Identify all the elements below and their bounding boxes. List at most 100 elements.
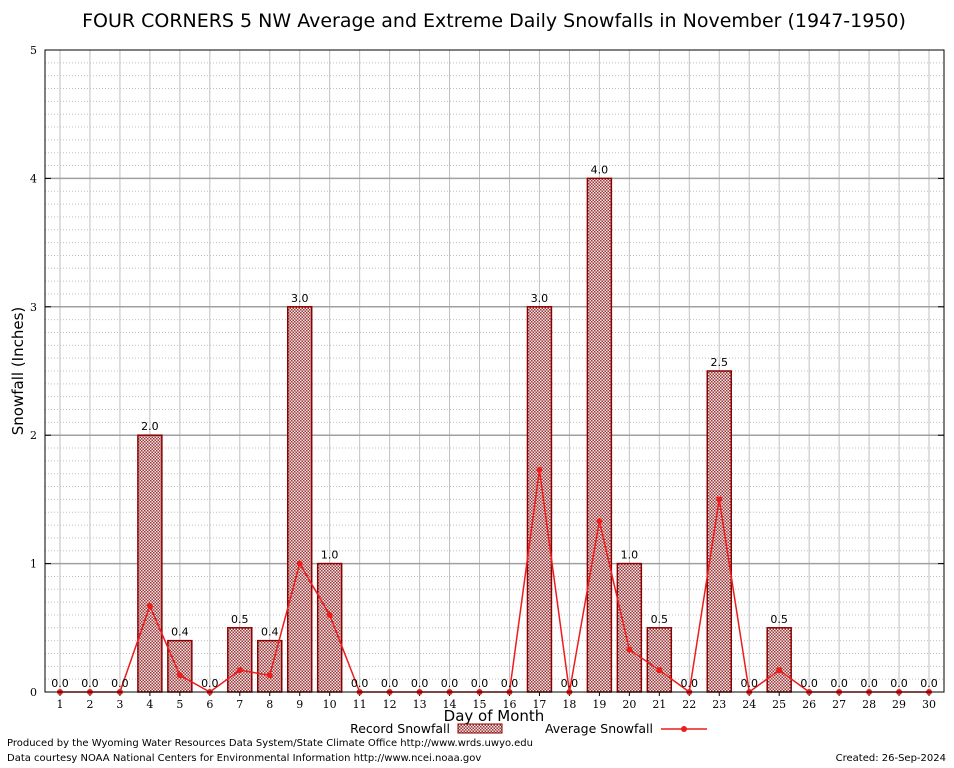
average-point <box>626 646 633 653</box>
bar-value-label: 0.5 <box>231 613 249 626</box>
x-tick-label: 15 <box>473 698 487 711</box>
x-tick-label: 3 <box>116 698 123 711</box>
bar-value-label: 0.0 <box>111 677 129 690</box>
y-axis-label: Snowfall (Inches) <box>9 307 27 435</box>
bar-value-label: 2.5 <box>711 356 729 369</box>
record-bar <box>257 639 283 693</box>
x-tick-label: 5 <box>176 698 183 711</box>
average-point <box>146 602 153 609</box>
x-tick-label: 18 <box>562 698 576 711</box>
legend-average-label: Average Snowfall <box>545 721 653 736</box>
x-tick-label: 23 <box>712 698 726 711</box>
x-tick-label: 7 <box>236 698 243 711</box>
bar-value-label: 0.0 <box>681 677 699 690</box>
grid <box>45 50 944 692</box>
record-bar <box>316 562 343 693</box>
x-tick-label: 30 <box>922 698 936 711</box>
bar-value-label: 0.0 <box>351 677 369 690</box>
y-tick-label: 3 <box>30 301 37 314</box>
x-tick-label: 19 <box>592 698 606 711</box>
average-point <box>656 667 663 674</box>
bar-value-label: 3.0 <box>291 292 309 305</box>
x-tick-label: 10 <box>323 698 337 711</box>
bar-value-label: 0.0 <box>860 677 878 690</box>
bar-value-label: 0.0 <box>471 677 489 690</box>
record-bar <box>766 627 792 693</box>
chart-title: FOUR CORNERS 5 NW Average and Extreme Da… <box>82 10 906 32</box>
x-tick-label: 28 <box>862 698 876 711</box>
average-point <box>536 466 543 473</box>
average-point <box>296 560 303 567</box>
x-tick-label: 14 <box>443 698 457 711</box>
footer-producer: Produced by the Wyoming Water Resources … <box>7 738 533 749</box>
record-bar <box>286 306 313 693</box>
average-point <box>236 667 243 674</box>
bar-value-label: 0.5 <box>770 613 788 626</box>
legend-record-swatch <box>457 723 503 734</box>
bar-value-label: 0.0 <box>830 677 848 690</box>
average-point <box>776 667 783 674</box>
x-tick-label: 25 <box>772 698 786 711</box>
bar-value-label: 0.4 <box>171 626 189 639</box>
record-bar <box>526 306 553 693</box>
x-tick-label: 9 <box>296 698 303 711</box>
x-tick-label: 2 <box>86 698 93 711</box>
bar-value-label: 2.0 <box>141 420 159 433</box>
record-bar <box>137 434 163 693</box>
bar-value-label: 0.4 <box>261 626 279 639</box>
footer-source: Data courtesy NOAA National Centers for … <box>7 753 482 764</box>
x-tick-label: 27 <box>832 698 846 711</box>
record-bar <box>646 627 673 693</box>
bar-value-labels: 0.0 0.0 0.0 2.0 0.4 0.0 0.5 0.4 3.0 1.0 0.0 0.0 0.0 0… <box>51 163 938 690</box>
x-tick-label: 8 <box>266 698 273 711</box>
record-bar <box>706 370 732 693</box>
record-bar <box>167 639 193 693</box>
record-bar <box>616 562 643 693</box>
legend: Record Snowfall Average Snowfall <box>350 721 707 736</box>
x-tick-label: 24 <box>742 698 756 711</box>
y-tick-label: 2 <box>30 429 37 442</box>
bar-value-label: 0.0 <box>81 677 99 690</box>
y-tick-label: 0 <box>30 686 37 699</box>
bar-value-label: 0.0 <box>411 677 429 690</box>
record-bar <box>586 177 613 693</box>
bar-value-label: 4.0 <box>591 163 609 176</box>
bar-value-label: 0.0 <box>381 677 399 690</box>
y-tick-label: 5 <box>30 44 37 57</box>
average-point <box>716 496 723 503</box>
bar-value-label: 1.0 <box>321 549 339 562</box>
bar-value-label: 1.0 <box>621 549 639 562</box>
bar-value-label: 3.0 <box>531 292 549 305</box>
bar-value-label: 0.0 <box>501 677 519 690</box>
bar-value-label: 0.0 <box>561 677 579 690</box>
x-tick-label: 20 <box>622 698 636 711</box>
record-bars <box>137 177 792 693</box>
average-point <box>176 672 183 679</box>
bar-value-label: 0.0 <box>441 677 459 690</box>
x-tick-label: 22 <box>682 698 696 711</box>
average-point <box>266 672 273 679</box>
x-tick-label: 1 <box>56 698 63 711</box>
x-axis-label: Day of Month <box>444 707 545 725</box>
x-tick-label: 12 <box>383 698 397 711</box>
y-tick-label: 1 <box>30 558 37 571</box>
average-point <box>326 611 333 618</box>
record-bar <box>227 627 253 693</box>
x-tick-label: 17 <box>532 698 546 711</box>
bar-value-label: 0.0 <box>800 677 818 690</box>
bar-value-label: 0.0 <box>51 677 69 690</box>
x-tick-label: 16 <box>502 698 516 711</box>
x-tick-label: 21 <box>652 698 666 711</box>
x-tick-label: 11 <box>353 698 367 711</box>
bar-value-label: 0.0 <box>740 677 758 690</box>
bar-value-label: 0.0 <box>201 677 219 690</box>
legend-average-marker <box>681 726 687 732</box>
bar-value-label: 0.0 <box>920 677 938 690</box>
x-tick-label: 26 <box>802 698 816 711</box>
y-tick-label: 4 <box>30 172 37 185</box>
footer-created: Created: 26-Sep-2024 <box>835 753 946 764</box>
legend-record-label: Record Snowfall <box>350 721 450 736</box>
x-tick-label: 13 <box>413 698 427 711</box>
